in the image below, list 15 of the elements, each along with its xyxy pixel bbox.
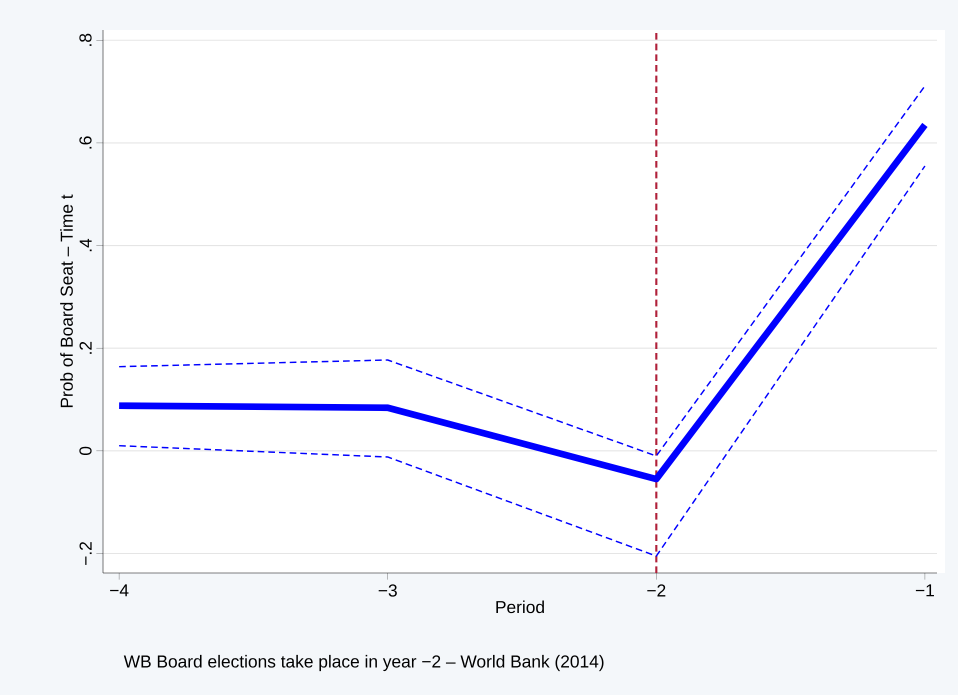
y-tick-label: −.2 <box>80 542 92 565</box>
line-series <box>118 165 926 557</box>
text: WB Board elections take place in year −2 – World Bank (2014) <box>124 654 604 672</box>
y-tick-label: .8 <box>79 34 92 46</box>
x-tick-label: −4 <box>110 584 128 596</box>
x-tick-label: −2 <box>647 584 666 596</box>
y-tick-label: .2 <box>80 342 92 354</box>
y-tick-label: .4 <box>80 238 92 252</box>
y-tick-label: 0 <box>79 446 92 455</box>
line-series <box>118 85 926 457</box>
x-tick-label: −1 <box>916 584 934 596</box>
x-tick-label: −3 <box>378 584 397 597</box>
x-axis-title: Period <box>496 600 544 614</box>
y-tick-label: .6 <box>79 136 92 149</box>
y-axis-title: Prob of Board Seat – Time t <box>60 194 73 408</box>
